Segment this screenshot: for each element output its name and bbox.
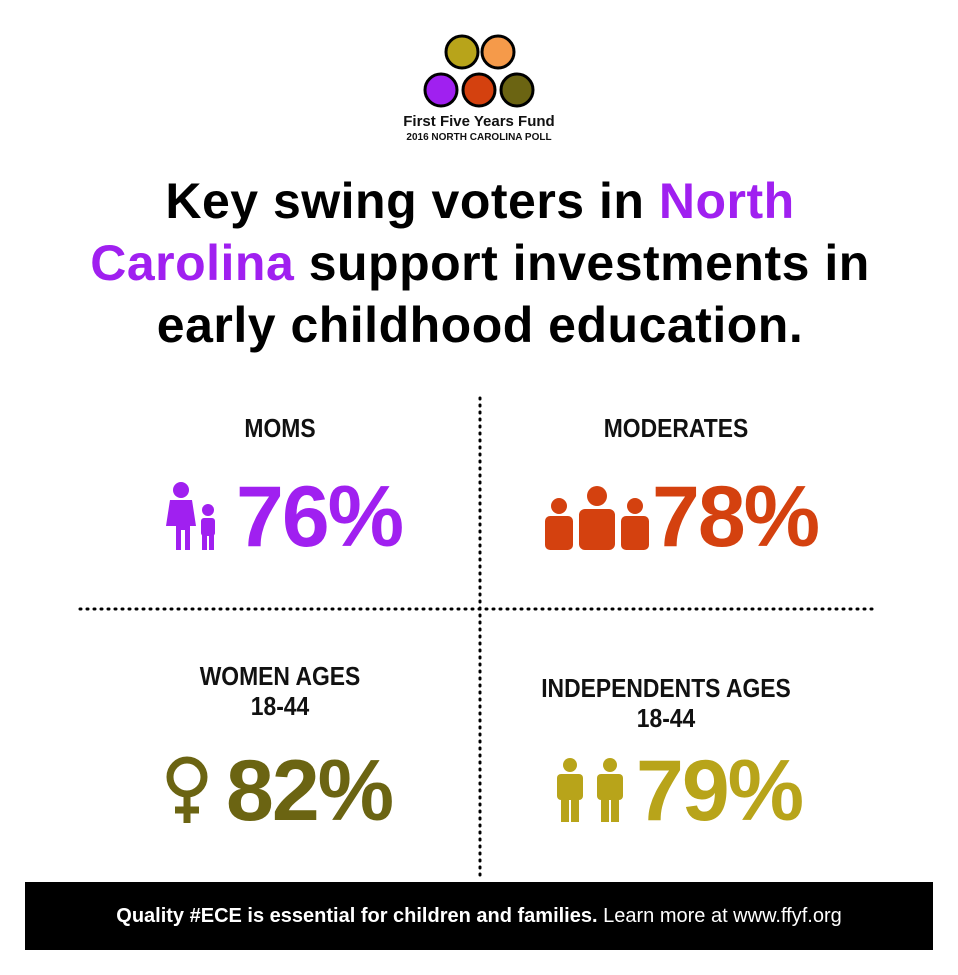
group-icon (545, 486, 649, 550)
headline-highlight: North Carolina (90, 173, 795, 291)
stat-label: WOMEN AGES 18-44 (199, 661, 361, 721)
stat-value: 79% (636, 743, 804, 839)
org-name: First Five Years Fund (403, 113, 555, 130)
stat-label: INDEPENDENTS AGES 18-44 (541, 673, 791, 733)
headline-text: Key swing voters in (165, 173, 645, 229)
footer-text: Quality #ECE is essential for children a… (116, 905, 598, 927)
pair-icon (557, 758, 623, 822)
footer-bar: Quality #ECE is essential for children a… (25, 882, 933, 950)
stat-value: 78% (652, 469, 820, 565)
headline: Key swing voters in North Carolina suppo… (60, 170, 900, 356)
headline-text: support investments in early childhood e… (156, 235, 870, 353)
footer-link-text: Learn more at www.ffyf.org (603, 905, 842, 927)
stat-value: 82% (226, 743, 394, 839)
stat-label: MOMS (244, 413, 316, 443)
mom-icon (166, 482, 215, 550)
stat-label: MODERATES (603, 413, 749, 443)
stat-value: 76% (236, 469, 404, 565)
female-icon (166, 756, 208, 823)
poll-name: 2016 NORTH CAROLINA POLL (406, 132, 552, 143)
logo-mark (423, 34, 535, 108)
